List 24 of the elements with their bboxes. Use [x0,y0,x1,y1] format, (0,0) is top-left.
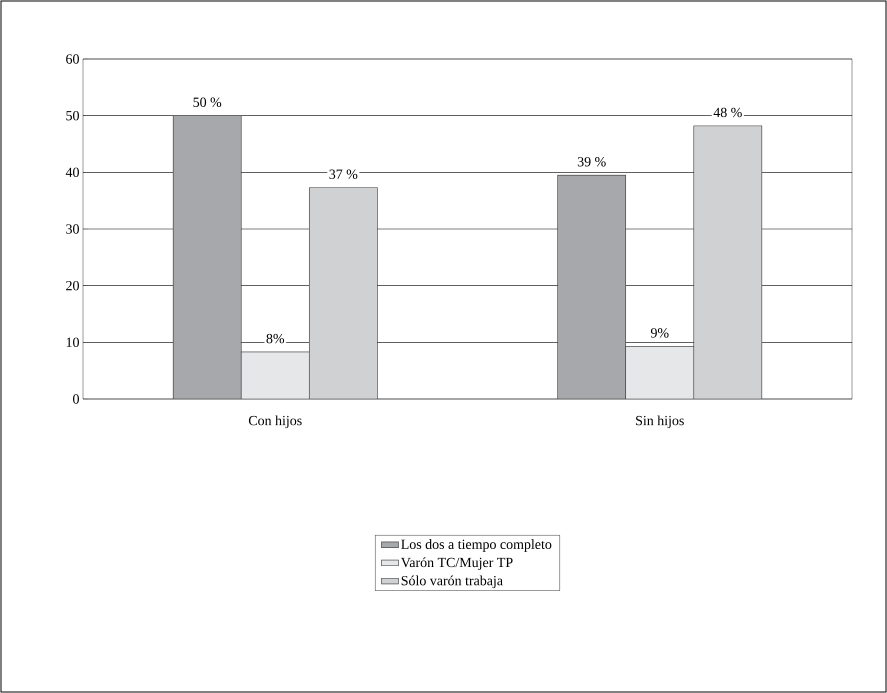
data-label: 39 % [578,157,606,166]
data-label: 8% [266,334,284,344]
x-tick-label: Con hijos [248,415,302,428]
bar [693,126,762,399]
y-tick-label: 40 [66,168,79,178]
y-tick-label: 0 [73,394,79,404]
data-label: 9% [650,328,669,338]
bar [557,174,626,399]
data-label: 37 % [329,170,358,179]
x-tick-label: Sin hijos [636,415,684,428]
y-tick-label: 10 [66,338,79,348]
y-tick-label: 30 [66,224,79,234]
data-label: 50 % [193,98,222,107]
bar [240,352,310,399]
bar [172,115,242,399]
data-label: 48 % [714,108,742,118]
y-tick-label: 50 [66,110,79,120]
y-tick-label: 60 [66,54,79,64]
legend-label: Sólo varón trabaja [402,575,503,588]
y-tick-label: 20 [66,280,79,290]
bar [625,346,694,399]
legend-label: Varón TC/Mujer TP [400,557,513,570]
bar [308,187,378,399]
legend-label: Los dos a tiempo completo [401,539,552,552]
